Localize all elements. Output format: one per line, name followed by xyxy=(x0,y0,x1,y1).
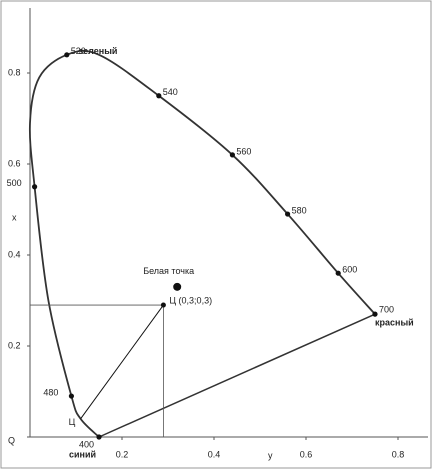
y-tick-label: 0.2 xyxy=(8,340,21,350)
y-axis-label: x xyxy=(12,212,17,222)
locus-point xyxy=(68,393,74,399)
color-name: красный xyxy=(375,318,414,328)
wavelength-label: 600 xyxy=(342,265,357,275)
y-tick-label: 0.8 xyxy=(8,67,21,77)
annotation: Ц xyxy=(69,417,76,427)
x-tick-label: 0.2 xyxy=(116,449,129,459)
white-point-label: Белая точка xyxy=(143,266,194,276)
color-name: синий xyxy=(69,449,96,459)
locus-point xyxy=(156,93,162,99)
wavelength-label: 400 xyxy=(79,439,94,449)
y-tick-label: 0.4 xyxy=(8,249,21,259)
color-name: зеленый xyxy=(79,46,118,56)
spectral-locus xyxy=(28,49,376,438)
wavelength-label: 700 xyxy=(379,305,394,315)
white-point xyxy=(173,282,182,291)
x-axis-label: y xyxy=(268,450,273,460)
x-tick-label: 0.6 xyxy=(300,449,313,459)
wavelength-label: 560 xyxy=(236,146,251,156)
y-tick-label: 0.6 xyxy=(8,158,21,168)
wavelength-label: 540 xyxy=(163,87,178,97)
locus-point xyxy=(229,152,235,158)
c-point xyxy=(160,302,166,308)
locus-point xyxy=(372,311,378,317)
x-tick-label: 0.8 xyxy=(392,449,405,459)
y-tick-label: Q xyxy=(8,435,15,445)
c-point-label: Ц (0,3;0,3) xyxy=(169,295,212,305)
purple-line xyxy=(98,313,376,438)
wavelength-label: 520 xyxy=(71,46,86,56)
locus-point xyxy=(31,184,38,190)
x-tick-label: 0.4 xyxy=(208,449,221,459)
wavelength-label: 500 xyxy=(7,178,22,188)
locus-point xyxy=(335,270,341,276)
wavelength-label: 480 xyxy=(43,387,58,397)
locus-point xyxy=(285,211,291,217)
dominant-line xyxy=(80,304,164,420)
locus-point xyxy=(64,52,70,58)
wavelength-label: 580 xyxy=(292,205,307,215)
locus-point xyxy=(96,434,102,440)
